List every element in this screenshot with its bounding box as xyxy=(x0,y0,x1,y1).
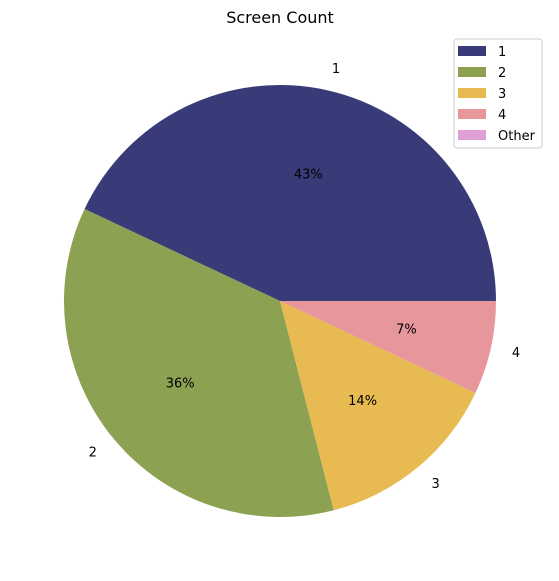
slice-label-1: 1 xyxy=(332,62,340,77)
legend-swatch-2 xyxy=(458,67,486,77)
legend-frame xyxy=(453,38,543,149)
legend-label-4: 4 xyxy=(498,108,506,123)
legend-label-other: Other xyxy=(498,129,536,144)
legend-label-1: 1 xyxy=(498,45,506,60)
slice-labels: 1 2 3 4 xyxy=(89,62,521,492)
percent-label-4: 7% xyxy=(396,322,417,337)
legend-swatch-3 xyxy=(458,88,486,98)
legend-label-2: 2 xyxy=(498,66,506,81)
legend-label-3: 3 xyxy=(498,87,506,102)
pie-slice-4 xyxy=(280,301,496,393)
pie-slices xyxy=(63,85,496,517)
percent-labels: 43% 36% 14% 7% xyxy=(166,168,417,409)
pie-slice-3 xyxy=(280,301,476,511)
pie-slice-2 xyxy=(63,209,334,517)
chart-title: Screen Count xyxy=(226,8,334,27)
slice-label-4: 4 xyxy=(512,346,520,361)
percent-label-3: 14% xyxy=(348,394,377,409)
legend-swatch-4 xyxy=(458,109,486,119)
percent-label-2: 36% xyxy=(166,377,195,392)
legend-swatch-other xyxy=(458,130,486,140)
percent-label-1: 43% xyxy=(294,168,323,183)
legend: 1 2 3 4 Other xyxy=(453,38,543,149)
slice-label-3: 3 xyxy=(431,477,439,492)
legend-swatch-1 xyxy=(458,46,486,56)
slice-label-2: 2 xyxy=(89,445,97,460)
pie-slice-1 xyxy=(84,85,496,301)
